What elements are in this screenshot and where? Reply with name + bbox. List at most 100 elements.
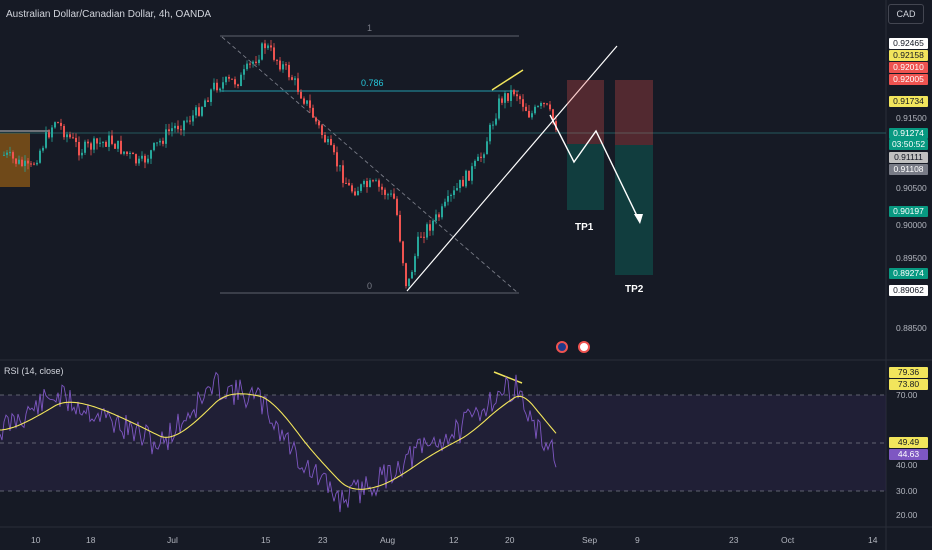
candle-body: [330, 139, 332, 146]
candle-body: [174, 125, 176, 129]
time-label: 18: [86, 535, 96, 545]
candle-body: [423, 236, 425, 238]
candle-body: [204, 100, 206, 107]
time-label: Jul: [167, 535, 178, 545]
candle-body: [276, 59, 278, 61]
rsi-tick: 70.00: [896, 390, 918, 400]
candles-group: [3, 39, 557, 289]
candle-body: [495, 118, 497, 125]
candle-body: [339, 165, 341, 167]
candle-body: [117, 140, 119, 149]
position1-stop-zone: [567, 80, 604, 144]
candle-body: [519, 96, 521, 100]
candle-body: [321, 125, 323, 135]
candle-body: [21, 159, 23, 167]
candle-body: [186, 120, 188, 122]
candle-body: [144, 155, 146, 163]
candle-body: [198, 107, 200, 116]
candle-body: [465, 170, 467, 187]
candle-body: [273, 47, 275, 60]
candle-body: [447, 196, 449, 202]
candle-body: [132, 152, 134, 155]
position2-stop-zone: [615, 80, 653, 145]
candle-body: [549, 104, 551, 110]
candle-body: [345, 182, 347, 184]
price-tick: 0.88500: [896, 323, 927, 333]
time-label: 9: [635, 535, 640, 545]
candle-body: [36, 162, 38, 165]
candle-body: [381, 186, 383, 190]
candle-body: [360, 184, 362, 191]
candle-body: [282, 64, 284, 70]
au-flag-icon[interactable]: [556, 341, 568, 353]
price-tag-gray: 0.91111: [889, 152, 928, 163]
tp2-label: TP2: [625, 284, 644, 295]
candle-body: [15, 158, 17, 164]
candle-body: [54, 122, 56, 128]
candle-body: [99, 142, 101, 144]
rsi-tag: 73.80: [889, 379, 928, 390]
candle-body: [393, 193, 395, 199]
candle-body: [57, 122, 59, 124]
candle-body: [261, 43, 263, 60]
candle-body: [528, 110, 530, 118]
candle-body: [534, 106, 536, 114]
candle-body: [30, 163, 32, 165]
candle-body: [90, 143, 92, 150]
candle-body: [504, 93, 506, 103]
ca-flag-icon[interactable]: [578, 341, 590, 353]
candle-body: [24, 160, 26, 167]
time-label: 12: [449, 535, 459, 545]
candle-body: [414, 256, 416, 272]
candle-body: [105, 141, 107, 147]
candle-body: [78, 141, 80, 156]
candle-body: [552, 109, 554, 122]
candle-body: [306, 100, 308, 104]
candle-body: [300, 91, 302, 99]
time-label: 14: [868, 535, 878, 545]
candle-body: [264, 43, 266, 49]
candle-body: [507, 93, 509, 101]
price-tag-red: 0.92010: [889, 62, 928, 73]
candle-body: [444, 201, 446, 207]
candle-body: [72, 137, 74, 139]
candle-body: [66, 134, 68, 138]
trend-line: [406, 45, 618, 292]
candle-body: [390, 193, 392, 195]
candle-body: [402, 241, 404, 264]
candle-body: [492, 124, 494, 126]
candle-body: [183, 120, 185, 131]
candle-body: [156, 142, 158, 144]
fib-label-0786: 0.786: [361, 78, 384, 88]
candle-body: [228, 76, 230, 79]
projection-arrowhead: [634, 214, 643, 224]
price-tag-current: 0.91274: [889, 128, 928, 139]
candle-body: [210, 89, 212, 102]
currency-button[interactable]: CAD: [888, 4, 924, 24]
candle-body: [474, 160, 476, 167]
candle-body: [108, 135, 110, 147]
candle-body: [243, 69, 245, 75]
candle-body: [516, 94, 518, 97]
candle-body: [126, 151, 128, 155]
rsi-tag: 49.49: [889, 437, 928, 448]
candle-body: [114, 143, 116, 149]
candle-body: [420, 236, 422, 238]
fib-label-0: 0: [367, 281, 373, 291]
candle-body: [93, 138, 95, 150]
candle-body: [513, 90, 515, 95]
candle-body: [429, 224, 431, 231]
candle-body: [318, 121, 320, 126]
candle-body: [147, 158, 149, 163]
candle-body: [48, 132, 50, 138]
rsi-ma-line: [0, 393, 557, 490]
candle-body: [189, 120, 191, 122]
fib-trend-line: [221, 36, 519, 294]
candle-body: [342, 165, 344, 183]
candle-body: [177, 125, 179, 130]
candle-body: [399, 214, 401, 242]
candle-body: [432, 220, 434, 231]
candle-body: [285, 64, 287, 66]
candle-body: [96, 138, 98, 144]
